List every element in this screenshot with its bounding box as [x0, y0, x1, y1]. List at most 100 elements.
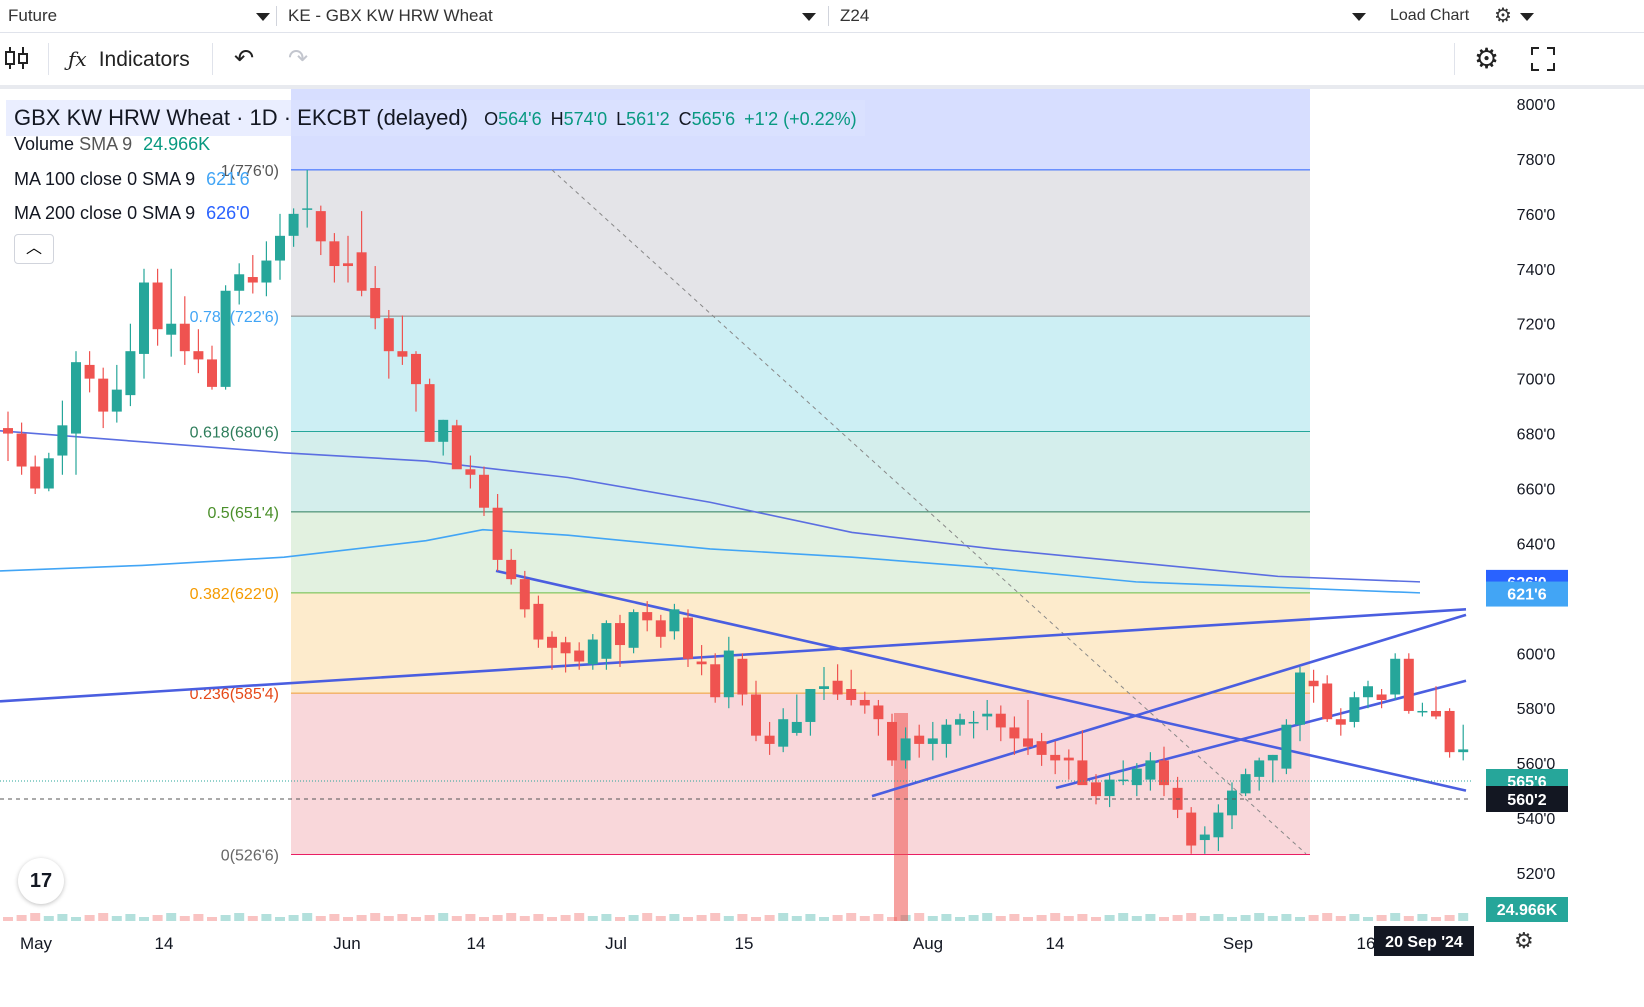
candle [1390, 653, 1401, 700]
volume-bar [1199, 916, 1210, 921]
candle-body [1295, 672, 1305, 725]
divider [48, 43, 49, 75]
ma200-legend[interactable]: MA 200 close 0 SMA 9 626'0 [14, 203, 250, 224]
candle-body [737, 658, 748, 695]
collapse-legend-button[interactable]: ︿ [14, 234, 54, 264]
volume-bar [669, 914, 680, 921]
candle-body [1036, 741, 1047, 755]
candle-body [71, 362, 81, 434]
candle [411, 351, 421, 412]
volume-bar [1227, 917, 1237, 921]
candle-body [1458, 749, 1469, 753]
candle [275, 213, 285, 280]
candle [628, 609, 639, 654]
ma100-legend[interactable]: MA 100 close 0 SMA 9 621'6 [14, 169, 250, 190]
indicators-label: Indicators [98, 48, 190, 71]
axis-settings-button[interactable]: ⚙ [1514, 928, 1534, 954]
chart-settings-menu[interactable]: ⚙ [1494, 0, 1544, 32]
candle-body [1335, 719, 1346, 725]
trendline[interactable] [871, 613, 1467, 798]
symbol-select[interactable]: KE - GBX KW HRW Wheat [288, 0, 818, 32]
volume-bar [751, 917, 761, 921]
volume-spike-bar [894, 713, 908, 921]
volume-bar [1145, 914, 1156, 921]
open-label: O [484, 109, 499, 129]
candle [982, 699, 993, 731]
candle-body [533, 603, 544, 640]
candle [927, 721, 938, 761]
volume-bar [98, 913, 109, 921]
candle [873, 699, 884, 736]
candle-body [819, 686, 829, 689]
candle-body [16, 433, 27, 467]
volume-bar [1063, 916, 1074, 921]
candle [751, 680, 761, 742]
tradingview-logo[interactable]: 17 [18, 858, 64, 904]
candle-body [1077, 760, 1088, 786]
top-bar: Future KE - GBX KW HRW Wheat Z24 Load Ch… [0, 0, 1644, 33]
trendline[interactable] [1055, 679, 1467, 790]
chart-type-button[interactable] [4, 33, 34, 85]
volume-bar [275, 917, 285, 921]
candle-body [424, 384, 435, 442]
contract-select[interactable]: Z24 [840, 0, 1370, 32]
chevron-up-icon: ︿ [25, 240, 42, 257]
candle [1363, 680, 1373, 709]
type-select[interactable]: Future [8, 0, 270, 32]
price-chart[interactable]: 1(776'0) 0.786(722'6) 0.618(680'6) 0.5(651'… [0, 89, 1644, 1007]
volume-bar [329, 914, 340, 921]
candle-body [193, 351, 204, 360]
volume-bar [125, 914, 136, 921]
candle-body [329, 241, 340, 267]
trendline[interactable] [495, 569, 1467, 792]
volume-legend[interactable]: Volume SMA 9 24.966K [14, 134, 210, 155]
candle [370, 266, 381, 330]
time-axis[interactable]: May 14 Jun 14 Jul 15 Aug 14 Sep 16 [0, 922, 1644, 962]
candle-body [1403, 658, 1414, 711]
undo-button[interactable]: ↶ [234, 33, 262, 85]
candle-body [43, 458, 54, 489]
fib-band [291, 316, 1310, 432]
candle [315, 205, 326, 256]
volume-bar [84, 915, 95, 921]
ma100-price-badge-bg [1486, 581, 1568, 607]
time-tick-label: 14 [1046, 934, 1065, 953]
settings-button[interactable]: ⚙ [1474, 33, 1504, 85]
volume-bar [683, 917, 693, 921]
load-chart-button[interactable]: Load Chart [1390, 0, 1490, 32]
indicators-button[interactable]: ƒx Indicators [68, 33, 198, 85]
volume-bar [533, 914, 544, 921]
volume-bar [914, 913, 925, 921]
open-value: 564'6 [498, 109, 542, 129]
redo-button[interactable]: ↷ [288, 33, 316, 85]
volume-bar [995, 916, 1006, 921]
volume-bar [1363, 917, 1373, 921]
fib-band [291, 431, 1310, 512]
volume-bar [492, 915, 503, 921]
candle [383, 309, 394, 379]
candle [791, 694, 802, 736]
fullscreen-button[interactable] [1530, 33, 1560, 85]
volume-bar [43, 916, 54, 921]
volume-badge-bg [1486, 897, 1568, 922]
candle [1444, 708, 1455, 758]
candle-body [1431, 710, 1441, 717]
candle-body [859, 699, 870, 706]
candle-body [247, 277, 258, 283]
candle [220, 285, 231, 390]
volume-bar [982, 913, 993, 921]
divider [276, 6, 277, 26]
volume-bars [3, 713, 1469, 921]
candle [1267, 754, 1278, 783]
volume-bar [846, 913, 857, 921]
candle-body [1186, 812, 1197, 846]
candle-body [315, 211, 326, 242]
gear-icon: ⚙ [1474, 43, 1500, 74]
candle [166, 268, 177, 357]
candle [1322, 675, 1333, 722]
candle-body [370, 288, 381, 319]
fib-diagonal-line [551, 169, 1307, 855]
candle-body [84, 364, 95, 379]
candles [3, 169, 1469, 854]
volume-bar [179, 916, 190, 921]
